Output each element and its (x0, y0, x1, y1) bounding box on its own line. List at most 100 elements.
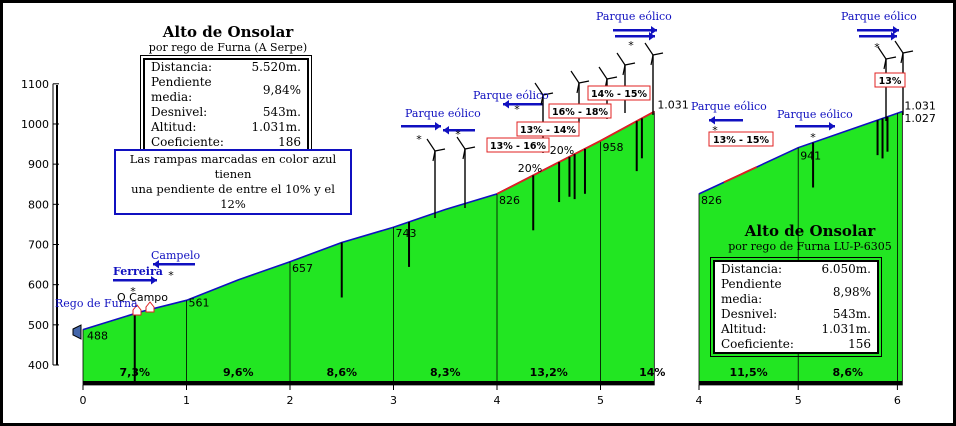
turbine-blade (598, 66, 608, 80)
turbine-blade (624, 62, 636, 66)
turbine-blade (900, 52, 904, 64)
steep-section-2 (723, 166, 757, 184)
arrow-head (443, 126, 449, 135)
turbine-blade (644, 42, 654, 56)
point-label: 743 (396, 227, 417, 240)
y-axis: 400 500 600 700 800 900 1000 1100 (21, 78, 59, 372)
labels-layer: 7,3% 9,6% 8,6% 8,3% 13,2% 14% 0 1 2 3 4 5 11,5% 8,6% 4… (55, 10, 936, 407)
turbine-blade (877, 46, 887, 60)
turbine-blade (894, 40, 904, 54)
place-label: Rego de Furna (55, 297, 138, 310)
stats-box-1: Distancia: 5.520m. Pendiente media: 9,84% … (140, 55, 312, 155)
turbine-blade (456, 136, 466, 150)
chart-2-title: Alto de Onsolar (744, 222, 876, 240)
stat-value-slope: 9,84% (262, 82, 301, 97)
x-tick-label: 5 (795, 394, 802, 407)
start-marker-icon (72, 324, 82, 340)
x-tick-label: 4 (494, 394, 501, 407)
direction-arrow (443, 129, 475, 132)
ramp-box (516, 121, 580, 137)
point-label: 958 (603, 141, 624, 154)
point-label: 1.031 (657, 99, 689, 112)
turbine-blade (434, 148, 446, 152)
arrow-head (435, 122, 441, 131)
chart-1-subtitle: por rego de Furna (A Serpe) (148, 41, 308, 54)
ramp-label: 20% (550, 144, 574, 157)
chart-frame: 400 500 600 700 800 900 1000 1100 * * * * * * * * * 7,3… (3, 3, 953, 423)
turbine-blade (652, 52, 664, 56)
ramp-label: 13% - 15% (713, 135, 770, 146)
house-icon (132, 304, 142, 316)
stat-value-distance: 5.520m. (251, 60, 301, 74)
stat-label: Distancia: (151, 60, 213, 74)
x-tick-label: 4 (696, 394, 703, 407)
stat-value-coefficient: 186 (278, 135, 301, 149)
x-tick-label: 5 (597, 394, 604, 407)
direction-arrow (503, 103, 543, 106)
y-tick-label: 500 (28, 319, 49, 332)
point-label: 941 (800, 150, 821, 163)
stat-value-gain: 543m. (832, 307, 871, 321)
turbine-blade (432, 150, 436, 162)
arrow-head (503, 100, 509, 109)
arrow-head (151, 276, 157, 285)
stat-label: Pendiente media: (721, 277, 782, 306)
y-tick-label: 900 (28, 158, 49, 171)
turbine-blade (534, 82, 544, 96)
point-label: 657 (292, 262, 313, 275)
arrow-head (891, 32, 897, 41)
title-1: Alto de Onsolar por rego de Furna (A Ser… (143, 23, 313, 54)
place-label: Parque eólico (596, 10, 672, 23)
ramp-box (708, 131, 774, 147)
km-slope-label: 7,3% (119, 366, 150, 379)
asterisk-icon: * (455, 128, 461, 141)
km-slope-label: 8,3% (430, 366, 461, 379)
ramp-note: Las rampas marcadas en color azul tienen… (114, 149, 352, 215)
point-label: 826 (701, 194, 722, 207)
point-label: 826 (499, 194, 520, 207)
stat-value-coefficient: 156 (848, 337, 871, 351)
note-line-1: Las rampas marcadas en color azul tienen (129, 152, 337, 181)
direction-arrow (613, 29, 657, 32)
turbine-blade (542, 92, 554, 96)
turbine-blade (570, 70, 580, 84)
y-tick-label: 1100 (21, 78, 49, 91)
asterisk-icon: * (628, 39, 634, 52)
y-tick-label: 1000 (21, 118, 49, 131)
ramp-box (587, 85, 651, 101)
stat-value-distance: 6.050m. (821, 262, 871, 276)
turbine-blade (883, 58, 887, 70)
turbine-blade (464, 146, 476, 150)
point-label: 1.027 (904, 112, 936, 125)
asterisk-icon: * (514, 103, 520, 116)
stat-label: Coeficiente: (151, 135, 224, 149)
chart-1-title: Alto de Onsolar (162, 23, 294, 41)
y-tick-label: 600 (28, 279, 49, 292)
house-icon (145, 301, 155, 313)
ramp-box (548, 103, 612, 119)
x-tick-label: 6 (894, 394, 901, 407)
turbine-blade (650, 54, 654, 66)
stat-value-slope: 8,98% (832, 284, 871, 299)
y-tick-label: 800 (28, 198, 49, 211)
asterisk-icon: * (874, 41, 880, 54)
turbine-blade (622, 64, 626, 76)
direction-arrow (795, 125, 835, 128)
asterisk-icon: * (712, 124, 718, 137)
arrow-head (651, 26, 657, 35)
stat-value-altitude: 1.031m. (821, 322, 871, 336)
point-label: 561 (189, 296, 210, 309)
turbine-blade (426, 138, 436, 152)
turbine-blade (885, 56, 897, 60)
turbine-blade (902, 50, 914, 54)
stat-value-altitude: 1.031m. (251, 120, 301, 134)
point-label: 488 (87, 330, 108, 343)
turbine-blade (616, 52, 626, 66)
stat-label: Altitud: (151, 120, 197, 134)
arrow-head (649, 32, 655, 41)
direction-arrow (153, 263, 195, 266)
place-label: Parque eólico (473, 89, 549, 102)
direction-arrow (615, 35, 655, 38)
turbine-blade (462, 148, 466, 160)
x-tick-label: 1 (183, 394, 190, 407)
